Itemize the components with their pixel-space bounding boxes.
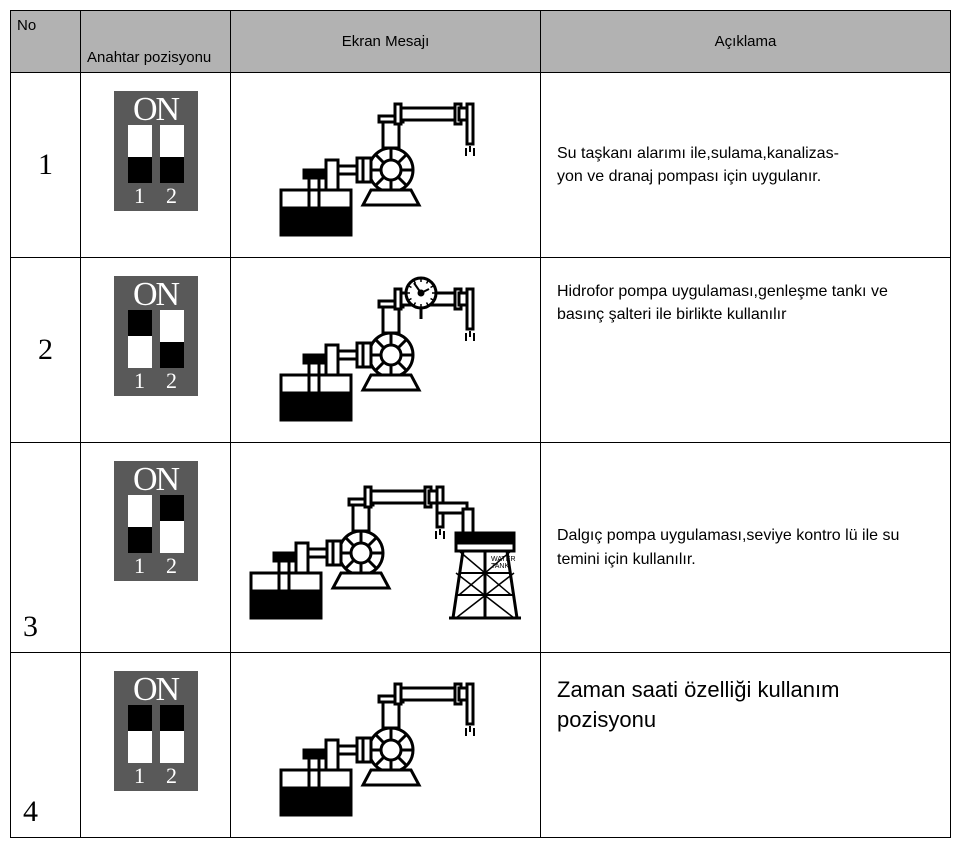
dip-switch-icon: ON 1 2 [114,461,198,581]
pump-diagram-icon [271,275,501,425]
dip-on-label: ON [114,278,198,312]
switch-cell: ON 1 2 [81,443,231,653]
diagram-cell [231,73,541,258]
switch-cell: ON 1 2 [81,258,231,443]
description-text: Hidrofor pompa uygulaması,genleşme tankı… [557,283,888,323]
pump-diagram-icon [271,90,501,240]
description-cell: Dalgıç pompa uygulaması,seviye kontro lü… [541,443,951,653]
row-number: 4 [11,653,81,838]
table-row: 3 ON 1 2 WATERTANK Dalgıç pompa uygulamas… [11,443,951,653]
table-row: 1 ON 1 2 Su taşkanı alarımı ile,sulama,k… [11,73,951,258]
svg-text:WATER: WATER [491,556,516,563]
dip-num-2: 2 [160,553,184,579]
diagram-cell [231,258,541,443]
dip-num-2: 2 [160,368,184,394]
dip-on-label: ON [114,673,198,707]
description-cell: Su taşkanı alarımı ile,sulama,kanalizas-… [541,73,951,258]
dip-num-1: 1 [128,763,152,789]
switch-cell: ON 1 2 [81,73,231,258]
dip-on-label: ON [114,93,198,127]
description-text: Dalgıç pompa uygulaması,seviye kontro lü… [557,527,899,567]
dip-num-1: 1 [128,183,152,209]
diagram-cell [231,653,541,838]
description-cell: Zaman saati özelliği kullanım pozisyonu [541,653,951,838]
header-message: Ekran Mesajı [231,11,541,73]
row-number: 2 [11,258,81,443]
description-cell: Hidrofor pompa uygulaması,genleşme tankı… [541,258,951,443]
dip-switch-icon: ON 1 2 [114,671,198,791]
pump-diagram-icon [271,670,501,820]
pump-diagram-icon: WATERTANK [241,473,531,623]
table-row: 4 ON 1 2 Zaman saati özelliği kullanım p… [11,653,951,838]
row-number: 1 [11,73,81,258]
config-table: No Anahtar pozisyonu Ekran Mesajı Açıkla… [10,10,951,838]
svg-text:TANK: TANK [491,563,509,570]
dip-num-2: 2 [160,763,184,789]
header-no: No [11,11,81,73]
header-switch: Anahtar pozisyonu [81,11,231,73]
dip-num-1: 1 [128,368,152,394]
table-row: 2 ON 1 2 Hidrofor pompa uygulaması,genle… [11,258,951,443]
dip-on-label: ON [114,463,198,497]
switch-cell: ON 1 2 [81,653,231,838]
description-text: Su taşkanı alarımı ile,sulama,kanalizas-… [557,145,839,185]
dip-switch-icon: ON 1 2 [114,276,198,396]
header-row: No Anahtar pozisyonu Ekran Mesajı Açıkla… [11,11,951,73]
description-text: Zaman saati özelliği kullanım pozisyonu [557,677,839,732]
dip-switch-icon: ON 1 2 [114,91,198,211]
dip-num-2: 2 [160,183,184,209]
row-number: 3 [11,443,81,653]
diagram-cell: WATERTANK [231,443,541,653]
dip-num-1: 1 [128,553,152,579]
header-description: Açıklama [541,11,951,73]
